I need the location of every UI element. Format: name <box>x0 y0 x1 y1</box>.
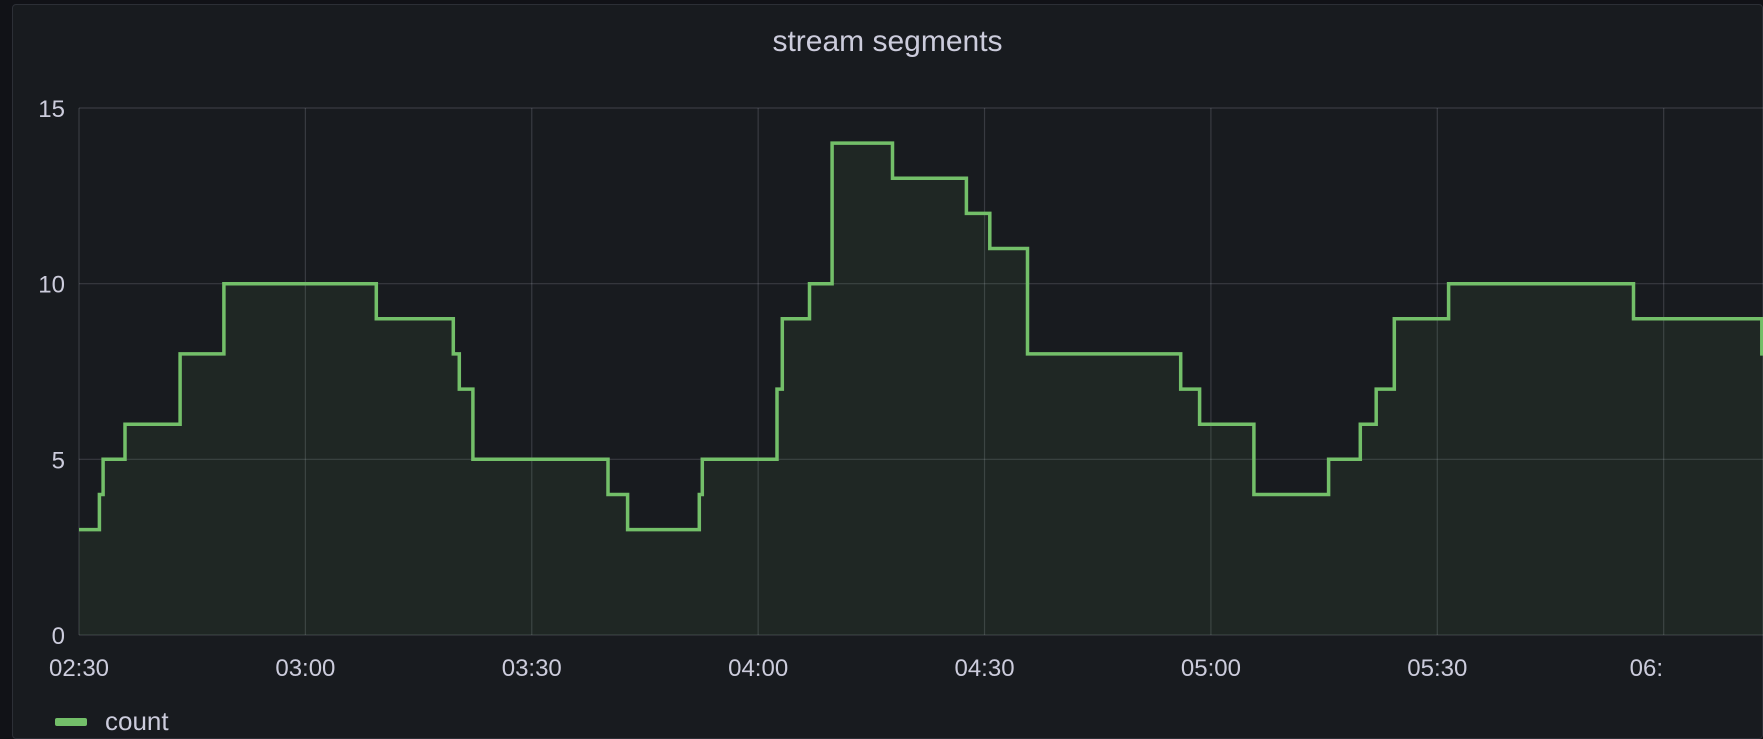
x-tick-label-0: 02:30 <box>49 655 109 682</box>
legend-label-count[interactable]: count <box>105 706 169 736</box>
x-tick-label-1: 03:00 <box>275 655 335 682</box>
y-axis-ticks: 0 5 10 15 <box>38 96 65 650</box>
x-axis-ticks: 02:30 03:00 03:30 04:00 04:30 05:00 05:30 06: <box>49 655 1663 682</box>
series-layer <box>78 141 1763 635</box>
y-tick-label-5: 5 <box>52 447 65 474</box>
x-tick-label-3: 04:00 <box>728 655 788 682</box>
chart-title: stream segments <box>772 25 1003 58</box>
x-tick-label-4: 04:30 <box>954 655 1014 682</box>
x-tick-label-6: 05:30 <box>1407 655 1467 682</box>
series-area-count <box>79 143 1763 635</box>
legend-swatch-count <box>55 717 87 726</box>
x-tick-label-5: 05:00 <box>1181 655 1241 682</box>
legend[interactable]: count <box>55 706 169 737</box>
x-tick-label-7: 06: <box>1630 655 1663 682</box>
y-tick-label-0: 0 <box>52 623 65 650</box>
series-line-count <box>79 141 1763 532</box>
chart-panel: stream segments <box>12 4 1763 739</box>
y-tick-label-10: 10 <box>38 272 65 299</box>
y-tick-label-15: 15 <box>38 96 65 123</box>
x-tick-label-2: 03:30 <box>502 655 562 682</box>
